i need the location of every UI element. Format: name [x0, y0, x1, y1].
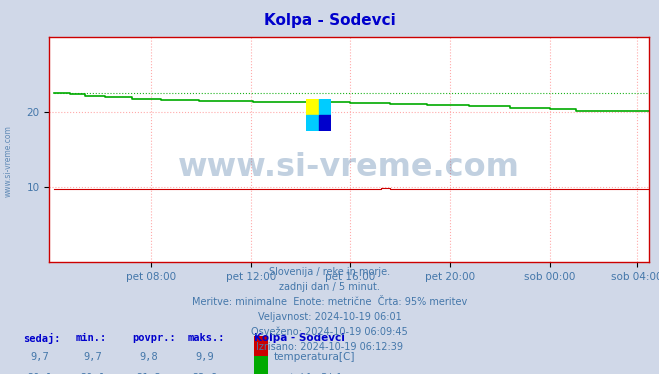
Text: 21,2: 21,2 [136, 373, 161, 374]
Text: Izrisano: 2024-10-19 06:12:39: Izrisano: 2024-10-19 06:12:39 [256, 342, 403, 352]
Text: 22,6: 22,6 [192, 373, 217, 374]
Bar [319, 99, 331, 115]
Bar [254, 356, 268, 374]
Text: sedaj:: sedaj: [23, 333, 61, 344]
Text: www.si-vreme.com: www.si-vreme.com [3, 125, 13, 197]
Text: pretok[m3/s]: pretok[m3/s] [273, 373, 341, 374]
Text: Veljavnost: 2024-10-19 06:01: Veljavnost: 2024-10-19 06:01 [258, 312, 401, 322]
Text: Kolpa - Sodevci: Kolpa - Sodevci [254, 333, 345, 343]
Text: 20,1: 20,1 [27, 373, 52, 374]
Text: temperatura[C]: temperatura[C] [273, 352, 355, 362]
Text: 9,9: 9,9 [195, 352, 214, 362]
Text: povpr.:: povpr.: [132, 333, 175, 343]
Bar [306, 99, 319, 115]
Text: maks.:: maks.: [188, 333, 225, 343]
Text: 9,7: 9,7 [30, 352, 49, 362]
Bar [319, 115, 331, 131]
Text: Slovenija / reke in morje.: Slovenija / reke in morje. [269, 267, 390, 278]
Text: 9,7: 9,7 [83, 352, 101, 362]
Text: 9,8: 9,8 [139, 352, 158, 362]
Bar [254, 335, 268, 356]
Text: Kolpa - Sodevci: Kolpa - Sodevci [264, 13, 395, 28]
Text: Osveženo: 2024-10-19 06:09:45: Osveženo: 2024-10-19 06:09:45 [251, 327, 408, 337]
Text: www.si-vreme.com: www.si-vreme.com [179, 152, 520, 183]
Text: min.:: min.: [76, 333, 107, 343]
Text: zadnji dan / 5 minut.: zadnji dan / 5 minut. [279, 282, 380, 292]
Text: Meritve: minimalne  Enote: metrične  Črta: 95% meritev: Meritve: minimalne Enote: metrične Črta:… [192, 297, 467, 307]
Bar [306, 115, 319, 131]
Text: 20,1: 20,1 [80, 373, 105, 374]
